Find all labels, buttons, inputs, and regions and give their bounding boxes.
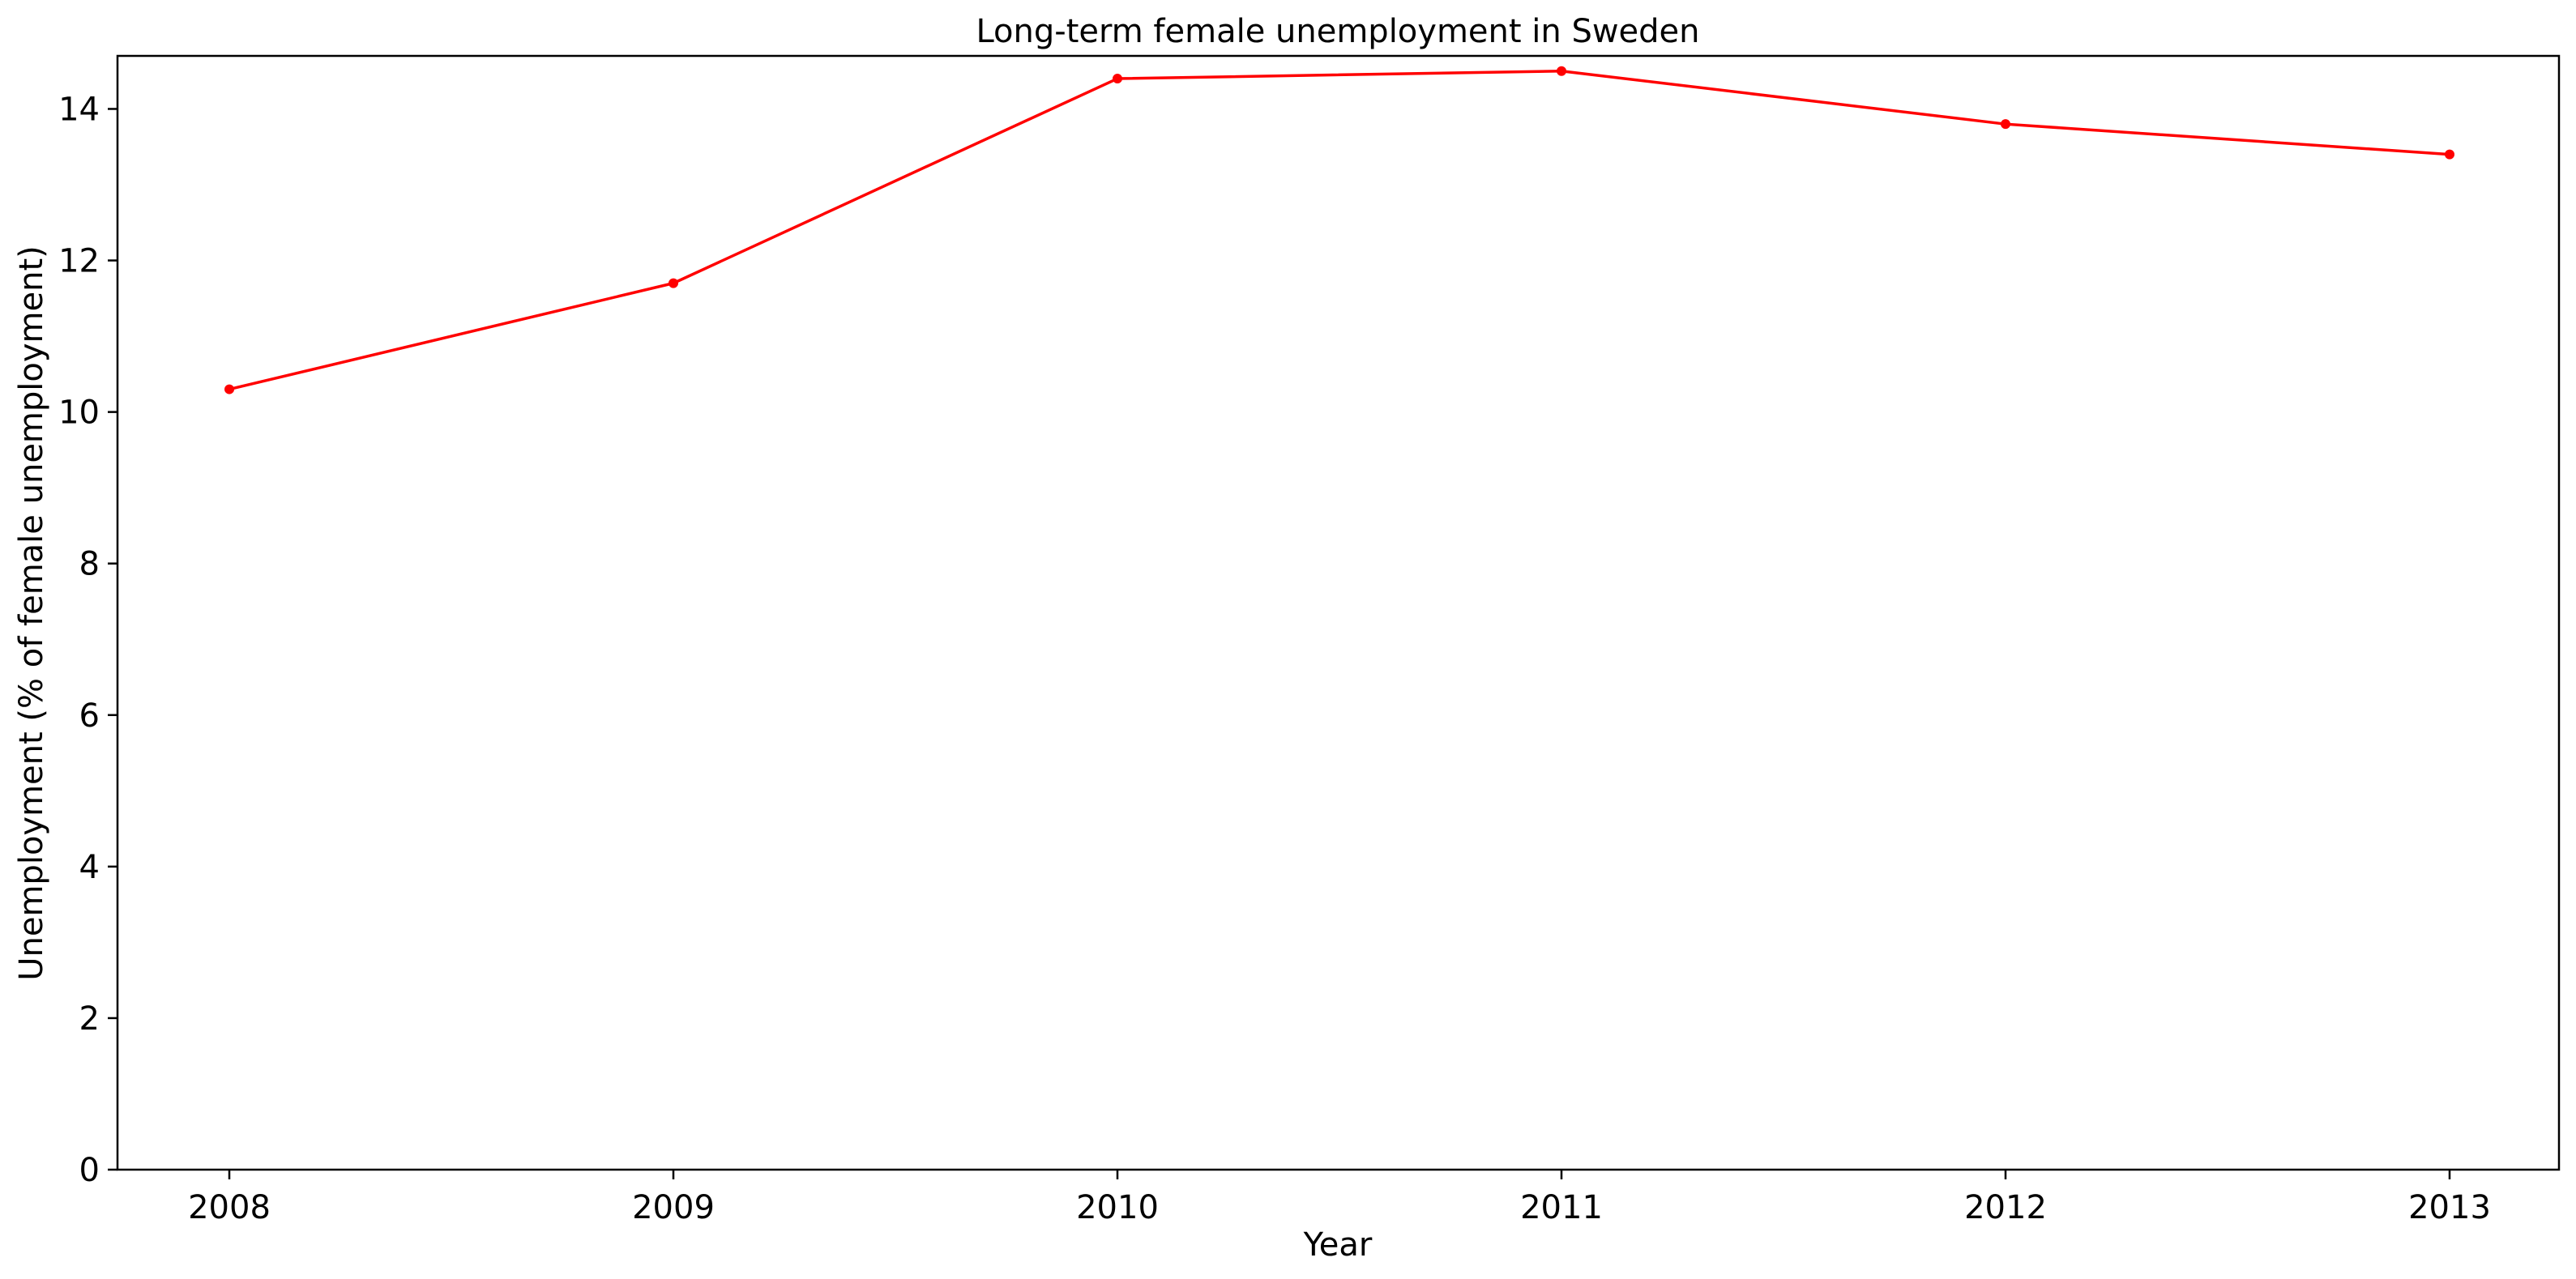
data-point bbox=[669, 278, 678, 288]
x-axis-ticks: 2008 2009 2010 2011 2012 2013 bbox=[188, 1170, 2491, 1226]
y-tick-label: 10 bbox=[58, 394, 100, 432]
data-point bbox=[1113, 74, 1122, 84]
x-axis-label: Year bbox=[1303, 1226, 1373, 1264]
plot-area-frame bbox=[116, 54, 2561, 1171]
data-point bbox=[224, 384, 234, 394]
x-tick-label: 2012 bbox=[1964, 1189, 2047, 1226]
y-tick-label: 6 bbox=[79, 697, 100, 735]
y-axis-label: Unemployment (% of female unemployment) bbox=[13, 245, 50, 981]
x-tick-label: 2008 bbox=[188, 1189, 271, 1226]
x-tick-label: 2010 bbox=[1076, 1189, 1159, 1226]
data-point bbox=[2445, 149, 2454, 160]
series-line bbox=[228, 69, 2451, 391]
x-tick-label: 2013 bbox=[2408, 1189, 2491, 1226]
x-tick-label: 2009 bbox=[632, 1189, 715, 1226]
y-tick-label: 14 bbox=[58, 91, 100, 128]
y-tick-label: 0 bbox=[79, 1152, 100, 1189]
y-tick-label: 8 bbox=[79, 546, 100, 583]
data-point bbox=[2001, 119, 2010, 130]
y-axis-ticks: 0 2 4 6 8 10 12 14 bbox=[58, 91, 117, 1189]
y-tick-label: 12 bbox=[58, 243, 100, 280]
data-point bbox=[1557, 66, 1566, 76]
x-tick-label: 2011 bbox=[1520, 1189, 1603, 1226]
chart-title: Long-term female unemployment in Sweden bbox=[976, 13, 1699, 50]
series-layer bbox=[224, 66, 2454, 394]
y-tick-label: 2 bbox=[79, 1000, 100, 1038]
y-tick-label: 4 bbox=[79, 849, 100, 886]
